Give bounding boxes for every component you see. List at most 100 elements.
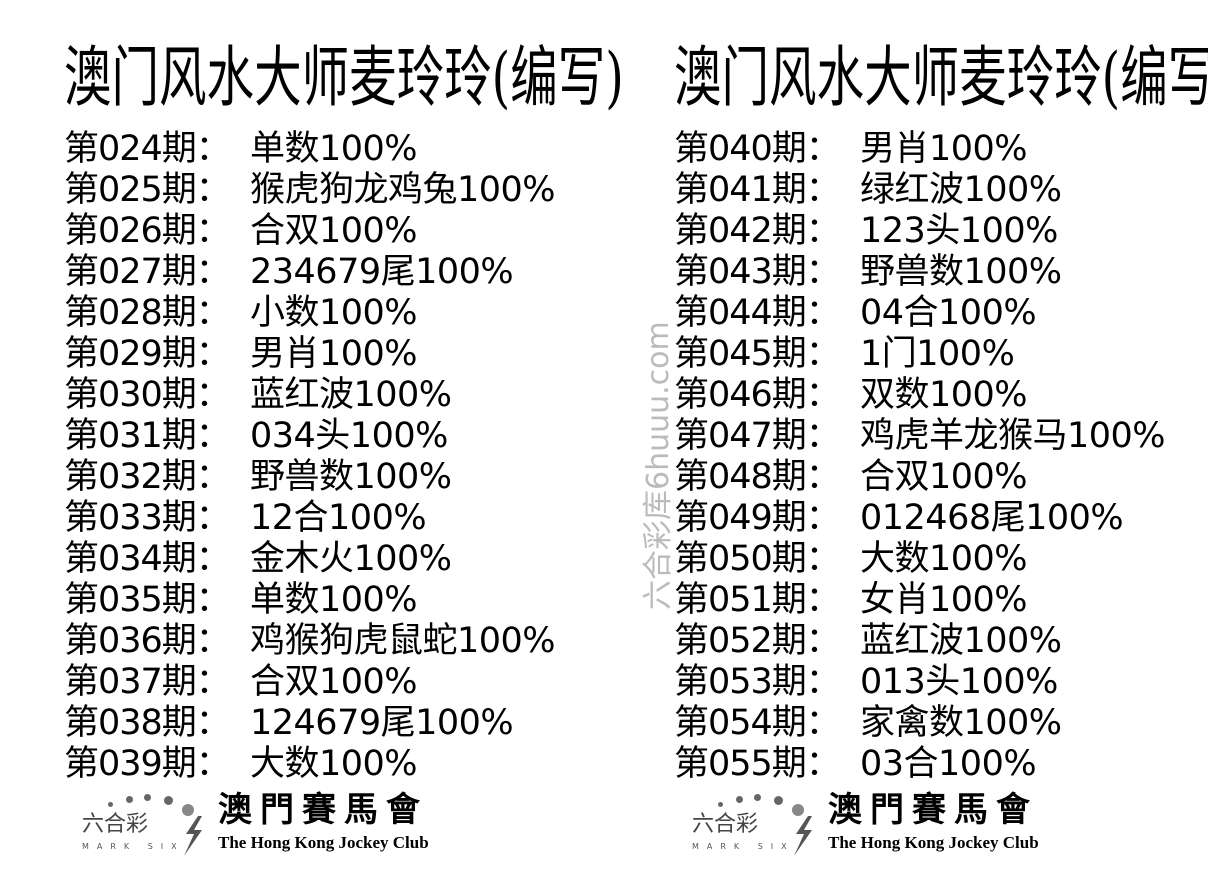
issue-label: 第034期： — [64, 539, 231, 579]
issue-label: 第037期： — [64, 662, 231, 702]
list-item: 第043期： 野兽数100% — [674, 252, 1165, 293]
mark-six-cn: 六合彩 — [82, 812, 149, 837]
lightning-icon — [184, 816, 202, 856]
list-item: 第036期： 鸡猴狗虎鼠蛇100% — [64, 621, 556, 662]
prediction-value: 双数100% — [860, 375, 1028, 415]
prediction-value: 013头100% — [860, 662, 1058, 702]
prediction-value: 合双100% — [250, 662, 418, 702]
list-item: 第041期： 绿红波100% — [674, 170, 1165, 211]
issue-label: 第052期： — [674, 621, 841, 661]
logo-dot — [144, 794, 151, 801]
logo-banner: 六合彩 MARK SIX 澳門賽馬會 The Hong Kong Jockey … — [78, 790, 508, 860]
page-title: 澳门风水大师麦玲玲(编写) — [64, 39, 624, 116]
list-item: 第033期： 12合100% — [64, 498, 555, 539]
prediction-value: 合双100% — [860, 457, 1028, 497]
list-item: 第029期： 男肖100% — [64, 334, 555, 375]
list-item: 第024期： 单数100% — [64, 129, 555, 170]
logo-banner: 六合彩 MARK SIX 澳門賽馬會 The Hong Kong Jockey … — [688, 790, 1118, 860]
mark-six-cn: 六合彩 — [692, 812, 759, 837]
logo-dot — [792, 804, 804, 816]
watermark: 六合彩库6huuu.com — [641, 321, 676, 610]
jockey-club-en: The Hong Kong Jockey Club — [828, 833, 1039, 852]
list-item: 第028期： 小数100% — [64, 293, 555, 334]
prediction-value: 鸡猴狗虎鼠蛇100% — [250, 621, 556, 661]
list-item: 第054期： 家禽数100% — [674, 703, 1165, 744]
logo-dot — [108, 802, 113, 807]
mark-six-logo: 六合彩 MARK SIX — [78, 790, 208, 860]
issue-label: 第046期： — [674, 375, 841, 415]
prediction-list: 第024期： 单数100% 第025期： 猴虎狗龙鸡兔100% 第026期： 合双100%… — [64, 129, 556, 785]
issue-label: 第038期： — [64, 703, 231, 743]
list-item: 第040期： 男肖100% — [674, 129, 1165, 170]
list-item: 第052期： 蓝红波100% — [674, 621, 1165, 662]
logo-dot — [182, 804, 194, 816]
prediction-value: 金木火100% — [250, 539, 452, 579]
prediction-value: 大数100% — [860, 539, 1028, 579]
list-item: 第045期： 1门100% — [674, 334, 1165, 375]
prediction-value: 单数100% — [250, 129, 418, 169]
issue-label: 第041期： — [674, 170, 841, 210]
logo-dot — [126, 796, 133, 803]
issue-label: 第049期： — [674, 498, 841, 538]
issue-label: 第040期： — [674, 129, 841, 169]
lightning-icon — [794, 816, 812, 856]
prediction-value: 012468尾100% — [860, 498, 1124, 538]
issue-label: 第031期： — [64, 416, 231, 456]
issue-label: 第033期： — [64, 498, 231, 538]
list-item: 第046期： 双数100% — [674, 375, 1165, 416]
issue-label: 第035期： — [64, 580, 231, 620]
list-item: 第055期： 03合100% — [674, 744, 1165, 785]
logo-dot — [774, 796, 783, 805]
issue-label: 第051期： — [674, 580, 841, 620]
list-item: 第034期： 金木火100% — [64, 539, 555, 580]
prediction-value: 04合100% — [860, 293, 1037, 333]
jockey-club-en: The Hong Kong Jockey Club — [218, 833, 429, 852]
list-item: 第031期： 034头100% — [64, 416, 555, 457]
issue-label: 第047期： — [674, 416, 841, 456]
prediction-value: 女肖100% — [860, 580, 1028, 620]
jockey-club-cn: 澳門賽馬會 — [218, 790, 428, 830]
prediction-value: 家禽数100% — [860, 703, 1062, 743]
prediction-value: 03合100% — [860, 744, 1037, 784]
issue-label: 第026期： — [64, 211, 231, 251]
prediction-list: 第040期： 男肖100% 第041期： 绿红波100% 第042期： 123头100% 第… — [674, 129, 1166, 785]
mark-six-en: MARK SIX — [692, 842, 795, 851]
prediction-value: 大数100% — [250, 744, 418, 784]
issue-label: 第042期： — [674, 211, 841, 251]
mark-six-logo: 六合彩 MARK SIX — [688, 790, 818, 860]
list-item: 第051期： 女肖100% — [674, 580, 1165, 621]
prediction-value: 合双100% — [250, 211, 418, 251]
list-item: 第053期： 013头100% — [674, 662, 1165, 703]
issue-label: 第029期： — [64, 334, 231, 374]
list-item: 第032期： 野兽数100% — [64, 457, 555, 498]
prediction-value: 034头100% — [250, 416, 448, 456]
issue-label: 第027期： — [64, 252, 231, 292]
issue-label: 第036期： — [64, 621, 231, 661]
prediction-value: 野兽数100% — [860, 252, 1062, 292]
prediction-value: 124679尾100% — [250, 703, 514, 743]
prediction-value: 12合100% — [250, 498, 427, 538]
issue-label: 第028期： — [64, 293, 231, 333]
issue-label: 第025期： — [64, 170, 231, 210]
list-item: 第026期： 合双100% — [64, 211, 555, 252]
issue-label: 第045期： — [674, 334, 841, 374]
prediction-value: 男肖100% — [250, 334, 418, 374]
list-item: 第025期： 猴虎狗龙鸡兔100% — [64, 170, 556, 211]
issue-label: 第044期： — [674, 293, 841, 333]
list-item: 第047期： 鸡虎羊龙猴马100% — [674, 416, 1166, 457]
list-item: 第042期： 123头100% — [674, 211, 1165, 252]
prediction-value: 绿红波100% — [860, 170, 1062, 210]
prediction-value: 野兽数100% — [250, 457, 452, 497]
list-item: 第039期： 大数100% — [64, 744, 555, 785]
list-item: 第038期： 124679尾100% — [64, 703, 555, 744]
prediction-value: 蓝红波100% — [250, 375, 452, 415]
list-item: 第037期： 合双100% — [64, 662, 555, 703]
issue-label: 第053期： — [674, 662, 841, 702]
issue-label: 第054期： — [674, 703, 841, 743]
prediction-value: 鸡虎羊龙猴马100% — [860, 416, 1166, 456]
mark-six-en: MARK SIX — [82, 842, 185, 851]
page-title: 澳门风水大师麦玲玲(编写) — [674, 39, 1208, 116]
logo-dot — [718, 802, 723, 807]
jockey-club-cn: 澳門賽馬會 — [828, 790, 1038, 830]
issue-label: 第039期： — [64, 744, 231, 784]
